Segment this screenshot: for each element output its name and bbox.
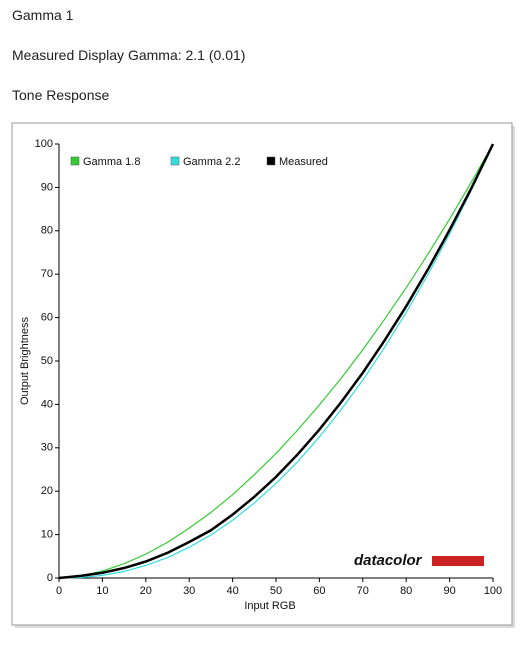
heading: Gamma 1: [12, 7, 74, 23]
legend-label: Gamma 2.2: [183, 156, 240, 168]
legend-label: Measured: [279, 156, 328, 168]
x-tick-label: 90: [443, 585, 455, 597]
x-tick-label: 0: [56, 585, 62, 597]
x-tick-label: 30: [183, 585, 195, 597]
section-title: Tone Response: [12, 87, 110, 103]
y-tick-label: 10: [41, 529, 53, 541]
legend-key: [70, 156, 80, 166]
y-tick-label: 80: [41, 225, 53, 237]
y-tick-label: 70: [41, 268, 53, 280]
x-tick-label: 100: [484, 585, 502, 597]
y-tick-label: 40: [41, 398, 53, 410]
subheading: Measured Display Gamma: 2.1 (0.01): [12, 47, 246, 63]
y-tick-label: 0: [47, 572, 53, 584]
legend-key: [170, 156, 180, 166]
x-tick-label: 60: [313, 585, 325, 597]
x-tick-label: 40: [226, 585, 238, 597]
series-line: [58, 143, 495, 580]
x-axis-label: Input RGB: [244, 600, 295, 612]
x-tick-label: 80: [400, 585, 412, 597]
y-tick-label: 60: [41, 312, 53, 324]
logo: datacolor: [354, 552, 423, 569]
series-line: [58, 143, 494, 579]
y-tick-label: 30: [41, 442, 53, 454]
y-axis-label: Output Brightness: [19, 316, 31, 405]
x-tick-label: 20: [140, 585, 152, 597]
frame: [11, 122, 513, 626]
series-line: [58, 143, 494, 579]
y-tick-label: 100: [35, 138, 53, 150]
x-tick-label: 10: [96, 585, 108, 597]
y-tick-label: 20: [41, 485, 53, 497]
y-tick-label: 50: [41, 355, 53, 367]
y-tick-label: 90: [41, 181, 53, 193]
logo-bar: [432, 556, 484, 566]
x-tick-label: 70: [357, 585, 369, 597]
legend-label: Gamma 1.8: [83, 156, 140, 168]
legend-key: [266, 156, 276, 166]
x-tick-label: 50: [270, 585, 282, 597]
